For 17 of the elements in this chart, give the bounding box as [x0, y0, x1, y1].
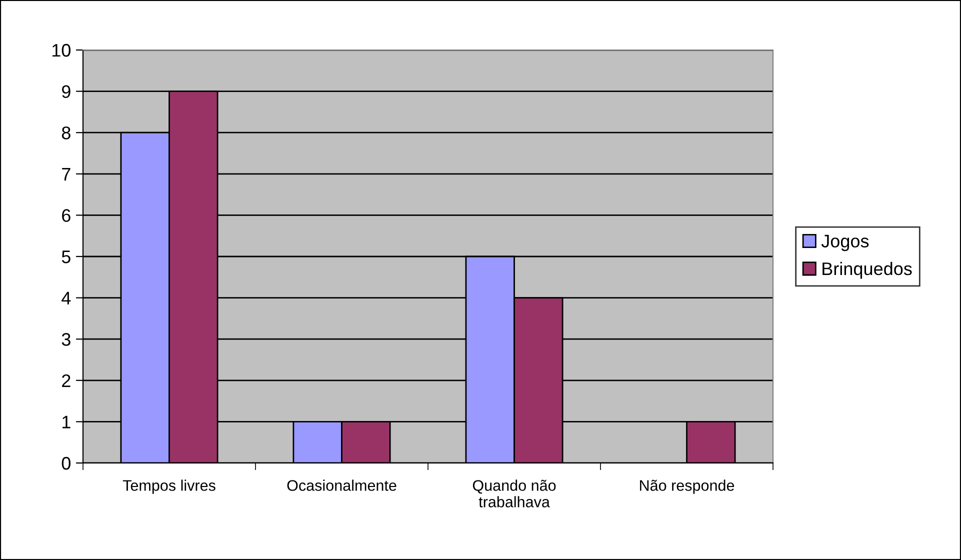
y-tick-label: 2 [62, 374, 70, 387]
x-tick-label: Não responde [640, 480, 734, 494]
x-tick-label: Tempos livres [122, 480, 216, 494]
y-tick-label: 10 [52, 44, 70, 57]
y-tick-label: 7 [62, 168, 70, 180]
y-tick-label: 9 [62, 85, 70, 98]
y-tick-label: 6 [62, 209, 70, 222]
y-tick-label: 8 [62, 126, 70, 140]
y-tick-label: 4 [62, 292, 71, 304]
x-tick-label: Ocasionalmente [287, 480, 396, 491]
y-tick-label: 0 [62, 456, 70, 470]
y-tick-label: 5 [62, 250, 70, 264]
x-tick-label: Quando não trabalhava [472, 480, 556, 508]
legend-label: Brinquedos [822, 262, 912, 279]
y-tick-label: 1 [62, 416, 70, 428]
legend-label: Jogos [821, 234, 869, 252]
y-tick-label: 3 [62, 333, 70, 346]
